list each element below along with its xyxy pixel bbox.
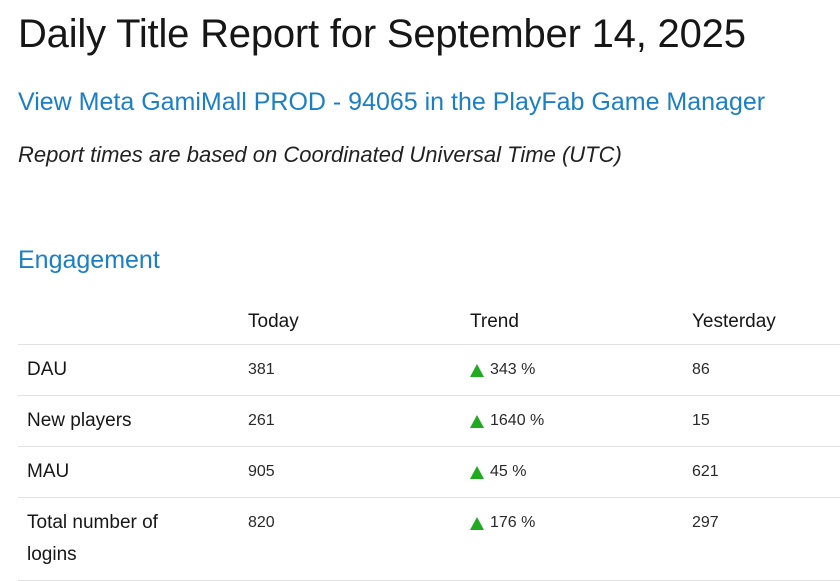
table-row: DAU 381 343 % 86 xyxy=(18,345,840,396)
today-value: 381 xyxy=(248,361,275,378)
yesterday-value: 86 xyxy=(692,361,710,378)
today-value: 905 xyxy=(248,463,275,480)
today-value: 820 xyxy=(248,514,275,531)
metric-label: DAU xyxy=(27,359,68,380)
engagement-table: Today Trend Yesterday DAU 381 343 % 86 N… xyxy=(18,300,840,581)
table-row: Total number of logins 820 176 % 297 xyxy=(18,498,840,581)
trend-cell: 1640 % xyxy=(470,396,692,446)
table-row: MAU 905 45 % 621 xyxy=(18,447,840,498)
header-trend: Trend xyxy=(470,311,519,332)
metric-label: New players xyxy=(27,410,132,431)
header-today: Today xyxy=(248,311,299,332)
trend-value: 343 % xyxy=(490,361,536,378)
trend-value: 1640 % xyxy=(490,412,545,429)
utc-note: Report times are based on Coordinated Un… xyxy=(18,142,622,167)
yesterday-value: 15 xyxy=(692,412,710,429)
table-header-row: Today Trend Yesterday xyxy=(18,300,840,345)
trend-cell: 343 % xyxy=(470,345,692,395)
yesterday-value: 621 xyxy=(692,463,719,480)
triangle-up-icon xyxy=(470,363,484,377)
metric-label: MAU xyxy=(27,461,70,482)
header-yesterday: Yesterday xyxy=(692,311,776,332)
triangle-up-icon xyxy=(470,516,484,530)
triangle-up-icon xyxy=(470,414,484,428)
trend-value: 45 % xyxy=(490,463,527,480)
today-value: 261 xyxy=(248,412,275,429)
trend-cell: 176 % xyxy=(470,498,692,580)
triangle-up-icon xyxy=(470,465,484,479)
engagement-heading: Engagement xyxy=(18,246,160,274)
report-title: Daily Title Report for September 14, 202… xyxy=(18,12,746,56)
table-row: New players 261 1640 % 15 xyxy=(18,396,840,447)
metric-label: Total number of logins xyxy=(27,512,158,565)
yesterday-value: 297 xyxy=(692,514,719,531)
trend-value: 176 % xyxy=(490,514,536,531)
game-manager-link[interactable]: View Meta GamiMall PROD - 94065 in the P… xyxy=(18,88,766,116)
trend-cell: 45 % xyxy=(470,447,692,497)
